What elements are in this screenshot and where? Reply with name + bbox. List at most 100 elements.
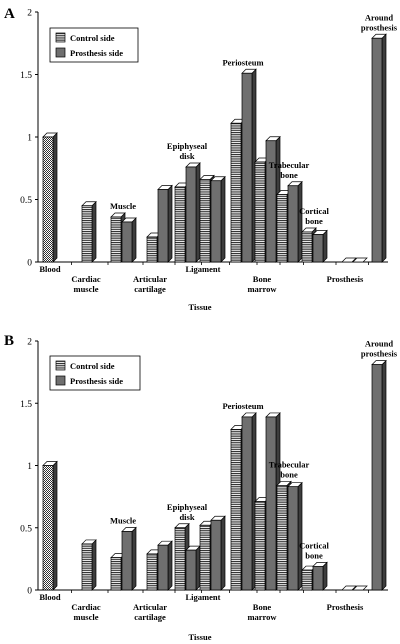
x-category-label: Ligament xyxy=(186,592,221,602)
bar-prosthesis-face xyxy=(121,221,133,263)
bar-annotation: Trabecular bone xyxy=(269,160,310,180)
bar-prosthesis-face xyxy=(210,180,222,263)
bar-prosthesis xyxy=(241,412,257,591)
panel-a-legend: Control side Prosthesis side xyxy=(49,27,139,63)
y-tick-label: 0 xyxy=(27,587,32,597)
x-category-label: Bone marrow xyxy=(247,602,277,622)
bar-prosthesis xyxy=(185,545,201,591)
bar-prosthesis-side xyxy=(195,162,201,263)
panel-b-y-axis: 0 0.5 1 1.5 2 xyxy=(20,338,39,597)
bar-prosthesis xyxy=(371,33,387,263)
bar-prosthesis-face xyxy=(265,416,277,591)
bar-prosthesis-face xyxy=(265,140,277,263)
y-tick-label: 2 xyxy=(27,9,32,19)
bar-prosthesis-side xyxy=(322,561,328,591)
bar-control-face xyxy=(81,205,93,263)
panel-b-label: B xyxy=(4,333,14,349)
bar-prosthesis xyxy=(287,481,303,591)
x-category-label: Prosthesis xyxy=(327,602,364,612)
bar-prosthesis xyxy=(157,540,173,591)
bar-control-face xyxy=(110,216,122,263)
bar-prosthesis-face xyxy=(241,72,253,263)
bar-prosthesis-face xyxy=(157,189,169,263)
bar-control-top xyxy=(341,585,357,591)
panel-a-legend-swatch-control xyxy=(55,32,66,43)
bar-control-side xyxy=(91,539,97,591)
bar-control-face xyxy=(174,186,186,263)
panel-b: B 0 0.5 1 1.5 2 Blood Cardiac muscle Articular c… xyxy=(4,333,398,642)
bar-prosthesis xyxy=(241,68,257,263)
bar-annotation: Periosteum xyxy=(222,401,263,411)
y-tick-label: 0 xyxy=(27,259,32,269)
bar-prosthesis-face xyxy=(287,185,299,263)
bar-control-face xyxy=(174,527,186,591)
bar-prosthesis-face xyxy=(312,565,324,591)
y-tick-label: 2 xyxy=(27,338,32,348)
bar-annotation: Muscle xyxy=(110,201,136,211)
bar-annotation: Cortical bone xyxy=(299,540,329,560)
bar-control-side xyxy=(52,132,58,263)
panel-a-legend-swatch-prosthesis xyxy=(55,47,66,58)
bar-prosthesis xyxy=(121,526,137,591)
bar-control xyxy=(42,460,58,591)
panel-a-x-axis: Blood Cardiac muscle Articular cartilage Liga… xyxy=(38,261,388,294)
bar-annotation: Cortical bone xyxy=(299,206,329,226)
bar-control-side xyxy=(91,200,97,263)
bar-control-face xyxy=(146,553,158,591)
bar-control-side xyxy=(52,460,58,591)
bar-prosthesis xyxy=(312,229,328,263)
bar-prosthesis-side xyxy=(167,540,173,591)
panel-b-bars xyxy=(42,359,387,591)
panel-a-label: A xyxy=(4,6,15,22)
x-category-label: Articular cartilage xyxy=(133,274,167,294)
panel-b-legend: Control side Prosthesis side xyxy=(49,355,141,391)
bar-prosthesis-face xyxy=(287,486,299,591)
bar-prosthesis-side xyxy=(220,515,226,591)
panel-a-legend-control: Control side xyxy=(70,33,115,43)
bar-control-top xyxy=(341,257,357,263)
bar-control-face xyxy=(146,236,158,263)
x-category-label: Blood xyxy=(39,592,61,602)
bar-prosthesis-face xyxy=(210,519,222,591)
bar-annotation: Epiphyseal disk xyxy=(167,141,208,161)
bar-prosthesis-top xyxy=(352,585,368,591)
panel-b-legend-swatch-prosthesis xyxy=(55,375,66,386)
bar-prosthesis-face xyxy=(185,166,197,263)
bar-control-face xyxy=(301,569,313,591)
bar-control-face xyxy=(42,465,54,591)
panel-a-y-axis: 0 0.5 1 1.5 2 xyxy=(20,9,39,269)
bar-annotation: Around prosthesis xyxy=(361,339,398,359)
bar-control-face xyxy=(230,122,242,263)
panel-b-legend-prosthesis: Prosthesis side xyxy=(70,376,123,386)
y-tick-label: 1 xyxy=(27,134,32,144)
panel-a: A 0 0.5 1 1.5 2 Blood Cardiac muscle Articular c… xyxy=(4,6,398,312)
bar-prosthesis-side xyxy=(131,526,137,591)
bar-control xyxy=(81,539,97,591)
bar-prosthesis xyxy=(287,180,303,263)
bar-prosthesis-face xyxy=(157,544,169,591)
bar-prosthesis-side xyxy=(131,217,137,263)
bar-control-face xyxy=(301,231,313,263)
bar-control-face xyxy=(254,501,266,591)
bar-prosthesis-face xyxy=(371,37,383,263)
bar-annotation: Around prosthesis xyxy=(361,12,398,32)
bar-control xyxy=(42,132,58,263)
bar-control-face xyxy=(276,485,288,591)
panel-a-annotations: Muscle Epiphyseal disk Periosteum Trabecular… xyxy=(110,12,398,226)
panel-b-x-axis: Blood Cardiac muscle Articular cartilage Liga… xyxy=(38,589,388,622)
bar-prosthesis-side xyxy=(220,175,226,263)
bar-control-face xyxy=(42,136,54,263)
bar-prosthesis-side xyxy=(195,545,201,591)
bar-prosthesis xyxy=(210,175,226,263)
bar-prosthesis-face xyxy=(312,234,324,263)
bar-prosthesis-side xyxy=(297,180,303,263)
bar-prosthesis-side xyxy=(322,229,328,263)
x-category-label: Blood xyxy=(39,264,61,274)
panel-b-legend-control: Control side xyxy=(70,361,115,371)
x-category-label: Articular cartilage xyxy=(133,602,167,622)
bar-prosthesis xyxy=(352,585,368,591)
bar-prosthesis xyxy=(185,162,201,263)
bar-prosthesis-face xyxy=(371,364,383,591)
panel-b-annotations: Muscle Epiphyseal disk Periosteum Trabecular… xyxy=(110,339,398,561)
bar-prosthesis-top xyxy=(352,257,368,263)
